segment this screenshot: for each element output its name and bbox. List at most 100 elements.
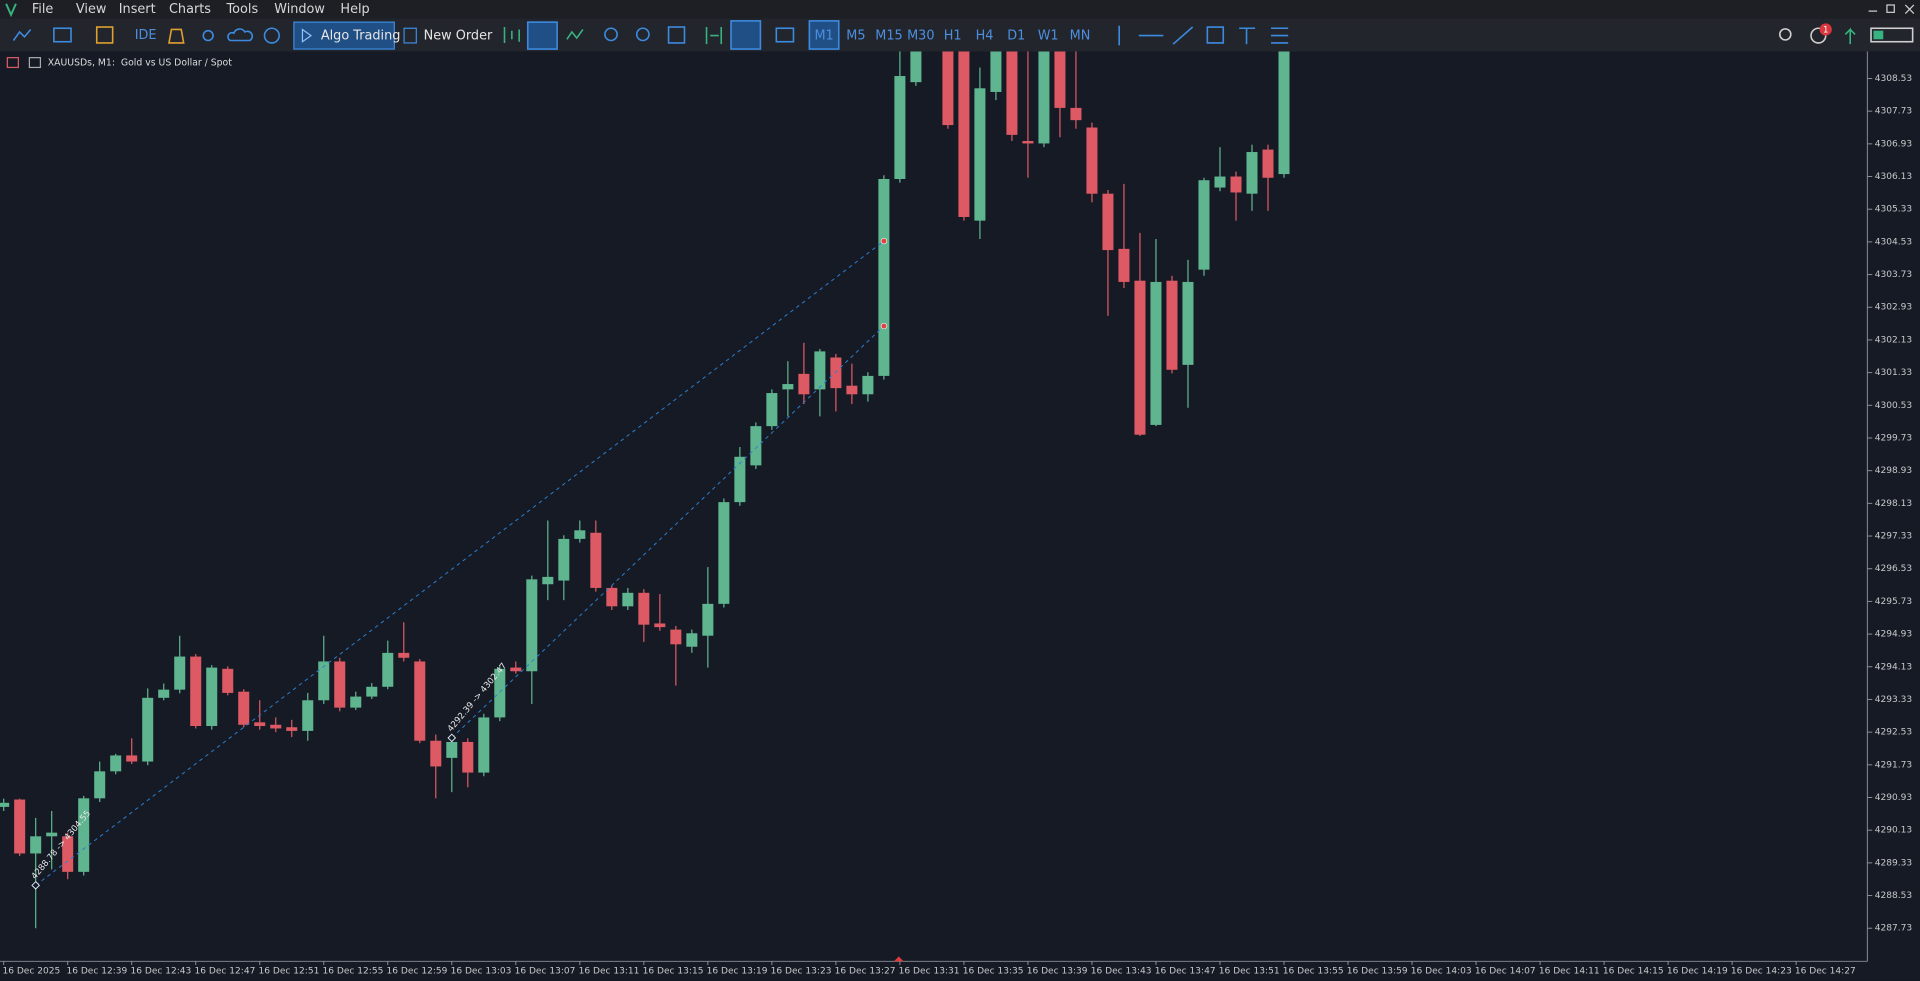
y-tick-label: 4307.73 (1875, 107, 1913, 117)
candle-body (222, 668, 234, 693)
timeframe-button[interactable]: W1 (1038, 29, 1059, 44)
y-tick-label: 4288.53 (1875, 891, 1913, 901)
candle-body (110, 755, 122, 772)
x-tick-label: 16 Dec 14:27 (1795, 967, 1856, 977)
candle-body (830, 357, 842, 389)
x-tick-label: 16 Dec 12:39 (66, 967, 127, 977)
x-tick-label: 16 Dec 13:03 (451, 967, 512, 977)
new-order-icon[interactable] (403, 27, 417, 44)
y-tick-label: 4294.13 (1875, 662, 1913, 672)
candle-body (1262, 149, 1274, 178)
window-controls[interactable] (1868, 4, 1915, 14)
ide-button[interactable]: IDE (135, 28, 157, 43)
menu: File View Insert Charts Tools Window Help (32, 2, 370, 17)
candle-body (1182, 281, 1194, 365)
y-tick-label: 4289.33 (1875, 858, 1913, 868)
x-tick-label: 16 Dec 14:07 (1475, 967, 1536, 977)
y-tick-label: 4297.33 (1875, 532, 1913, 542)
candle-body (126, 755, 138, 762)
y-tick-label: 4299.73 (1875, 433, 1913, 443)
candle-body (1070, 107, 1082, 121)
candle-body (1246, 152, 1258, 194)
menu-item[interactable]: Charts (169, 2, 211, 17)
menu-item[interactable]: Help (340, 2, 369, 17)
y-tick-label: 4302.13 (1875, 335, 1913, 345)
y-tick-label: 4300.53 (1875, 401, 1913, 411)
candle-body (958, 51, 970, 217)
timeframe-button[interactable]: M5 (846, 29, 865, 44)
play-icon (301, 28, 313, 43)
x-tick-label: 16 Dec 13:19 (707, 967, 768, 977)
x-tick-label: 16 Dec 12:51 (259, 967, 320, 977)
y-tick-label: 4296.53 (1875, 564, 1913, 574)
candle-body (622, 592, 634, 607)
candle-body (510, 667, 522, 672)
candle-body (1038, 51, 1050, 144)
timeframe-button[interactable]: M30 (907, 29, 934, 44)
candle-body (382, 652, 394, 687)
timeframe-button[interactable]: D1 (1007, 29, 1025, 44)
menu-item[interactable]: File (32, 2, 54, 17)
y-tick-label: 4291.73 (1875, 760, 1913, 770)
x-tick-label: 16 Dec 13:51 (1219, 967, 1280, 977)
timeframe-button[interactable]: MN (1070, 29, 1091, 44)
candle-body (990, 51, 1002, 92)
candle-body (1278, 51, 1290, 175)
y-tick-label: 4295.73 (1875, 597, 1913, 607)
chart-icon (6, 57, 19, 69)
x-tick-label: 16 Dec 14:11 (1539, 967, 1600, 977)
timeframe-button[interactable]: H1 (944, 29, 962, 44)
x-tick-label: 16 Dec 13:43 (1091, 967, 1152, 977)
y-tick-label: 4293.33 (1875, 695, 1913, 705)
x-tick-label: 16 Dec 12:55 (323, 967, 384, 977)
x-tick-label: 16 Dec 13:31 (899, 967, 960, 977)
algo-trading-label[interactable]: Algo Trading (321, 29, 401, 44)
x-tick-label: 16 Dec 13:35 (963, 967, 1024, 977)
candle-body (30, 836, 42, 854)
candle-body (862, 375, 874, 395)
candle-body (1134, 280, 1146, 435)
candle-body (686, 633, 698, 647)
trade-entry (447, 733, 457, 743)
candle-body (1150, 281, 1162, 425)
trade-line (35, 240, 885, 886)
timeframe-button[interactable]: H4 (976, 29, 994, 44)
candle-body (446, 741, 458, 758)
x-tick-label: 16 Dec 2025 (2, 967, 60, 977)
candle-body (1086, 127, 1098, 194)
candle-body (558, 538, 570, 581)
x-tick-label: 16 Dec 14:03 (1411, 967, 1472, 977)
y-tick-label: 4301.33 (1875, 368, 1913, 378)
candle-body (1022, 140, 1034, 144)
candle-body (1230, 176, 1242, 193)
timeframe-button[interactable]: M15 (875, 29, 902, 44)
y-tick-label: 4292.53 (1875, 728, 1913, 738)
toolbar-icons[interactable] (12, 20, 1914, 50)
candle-body (974, 88, 986, 221)
candle-body (398, 652, 410, 658)
period-marker (893, 956, 904, 962)
new-order-label[interactable]: New Order (424, 29, 493, 44)
candle-body (574, 530, 586, 539)
y-tick-label: 4306.13 (1875, 172, 1913, 182)
candle-body (910, 51, 922, 83)
menu-item[interactable]: Tools (226, 2, 259, 17)
candle-body (878, 178, 890, 376)
trade-exit (880, 237, 888, 245)
timeframe-button[interactable]: M1 (814, 29, 833, 44)
candle-body (478, 717, 490, 773)
candle-body (846, 385, 858, 395)
candle-body (78, 798, 90, 872)
menu-item[interactable]: Insert (119, 2, 156, 17)
menu-item[interactable]: View (76, 2, 106, 17)
y-tick-label: 4305.33 (1875, 205, 1913, 215)
menu-bar (0, 0, 1920, 19)
candle-body (14, 799, 26, 854)
notification-badge[interactable] (1819, 23, 1832, 36)
notification-count: 1 (1823, 26, 1828, 36)
y-tick-label: 4302.93 (1875, 303, 1913, 313)
x-tick-label: 16 Dec 13:23 (771, 967, 832, 977)
menu-item[interactable]: Window (274, 2, 325, 17)
timeframes: M1 M5 M15 M30 H1 H4 D1 W1 MN (814, 29, 1090, 44)
candle-body (638, 592, 650, 625)
